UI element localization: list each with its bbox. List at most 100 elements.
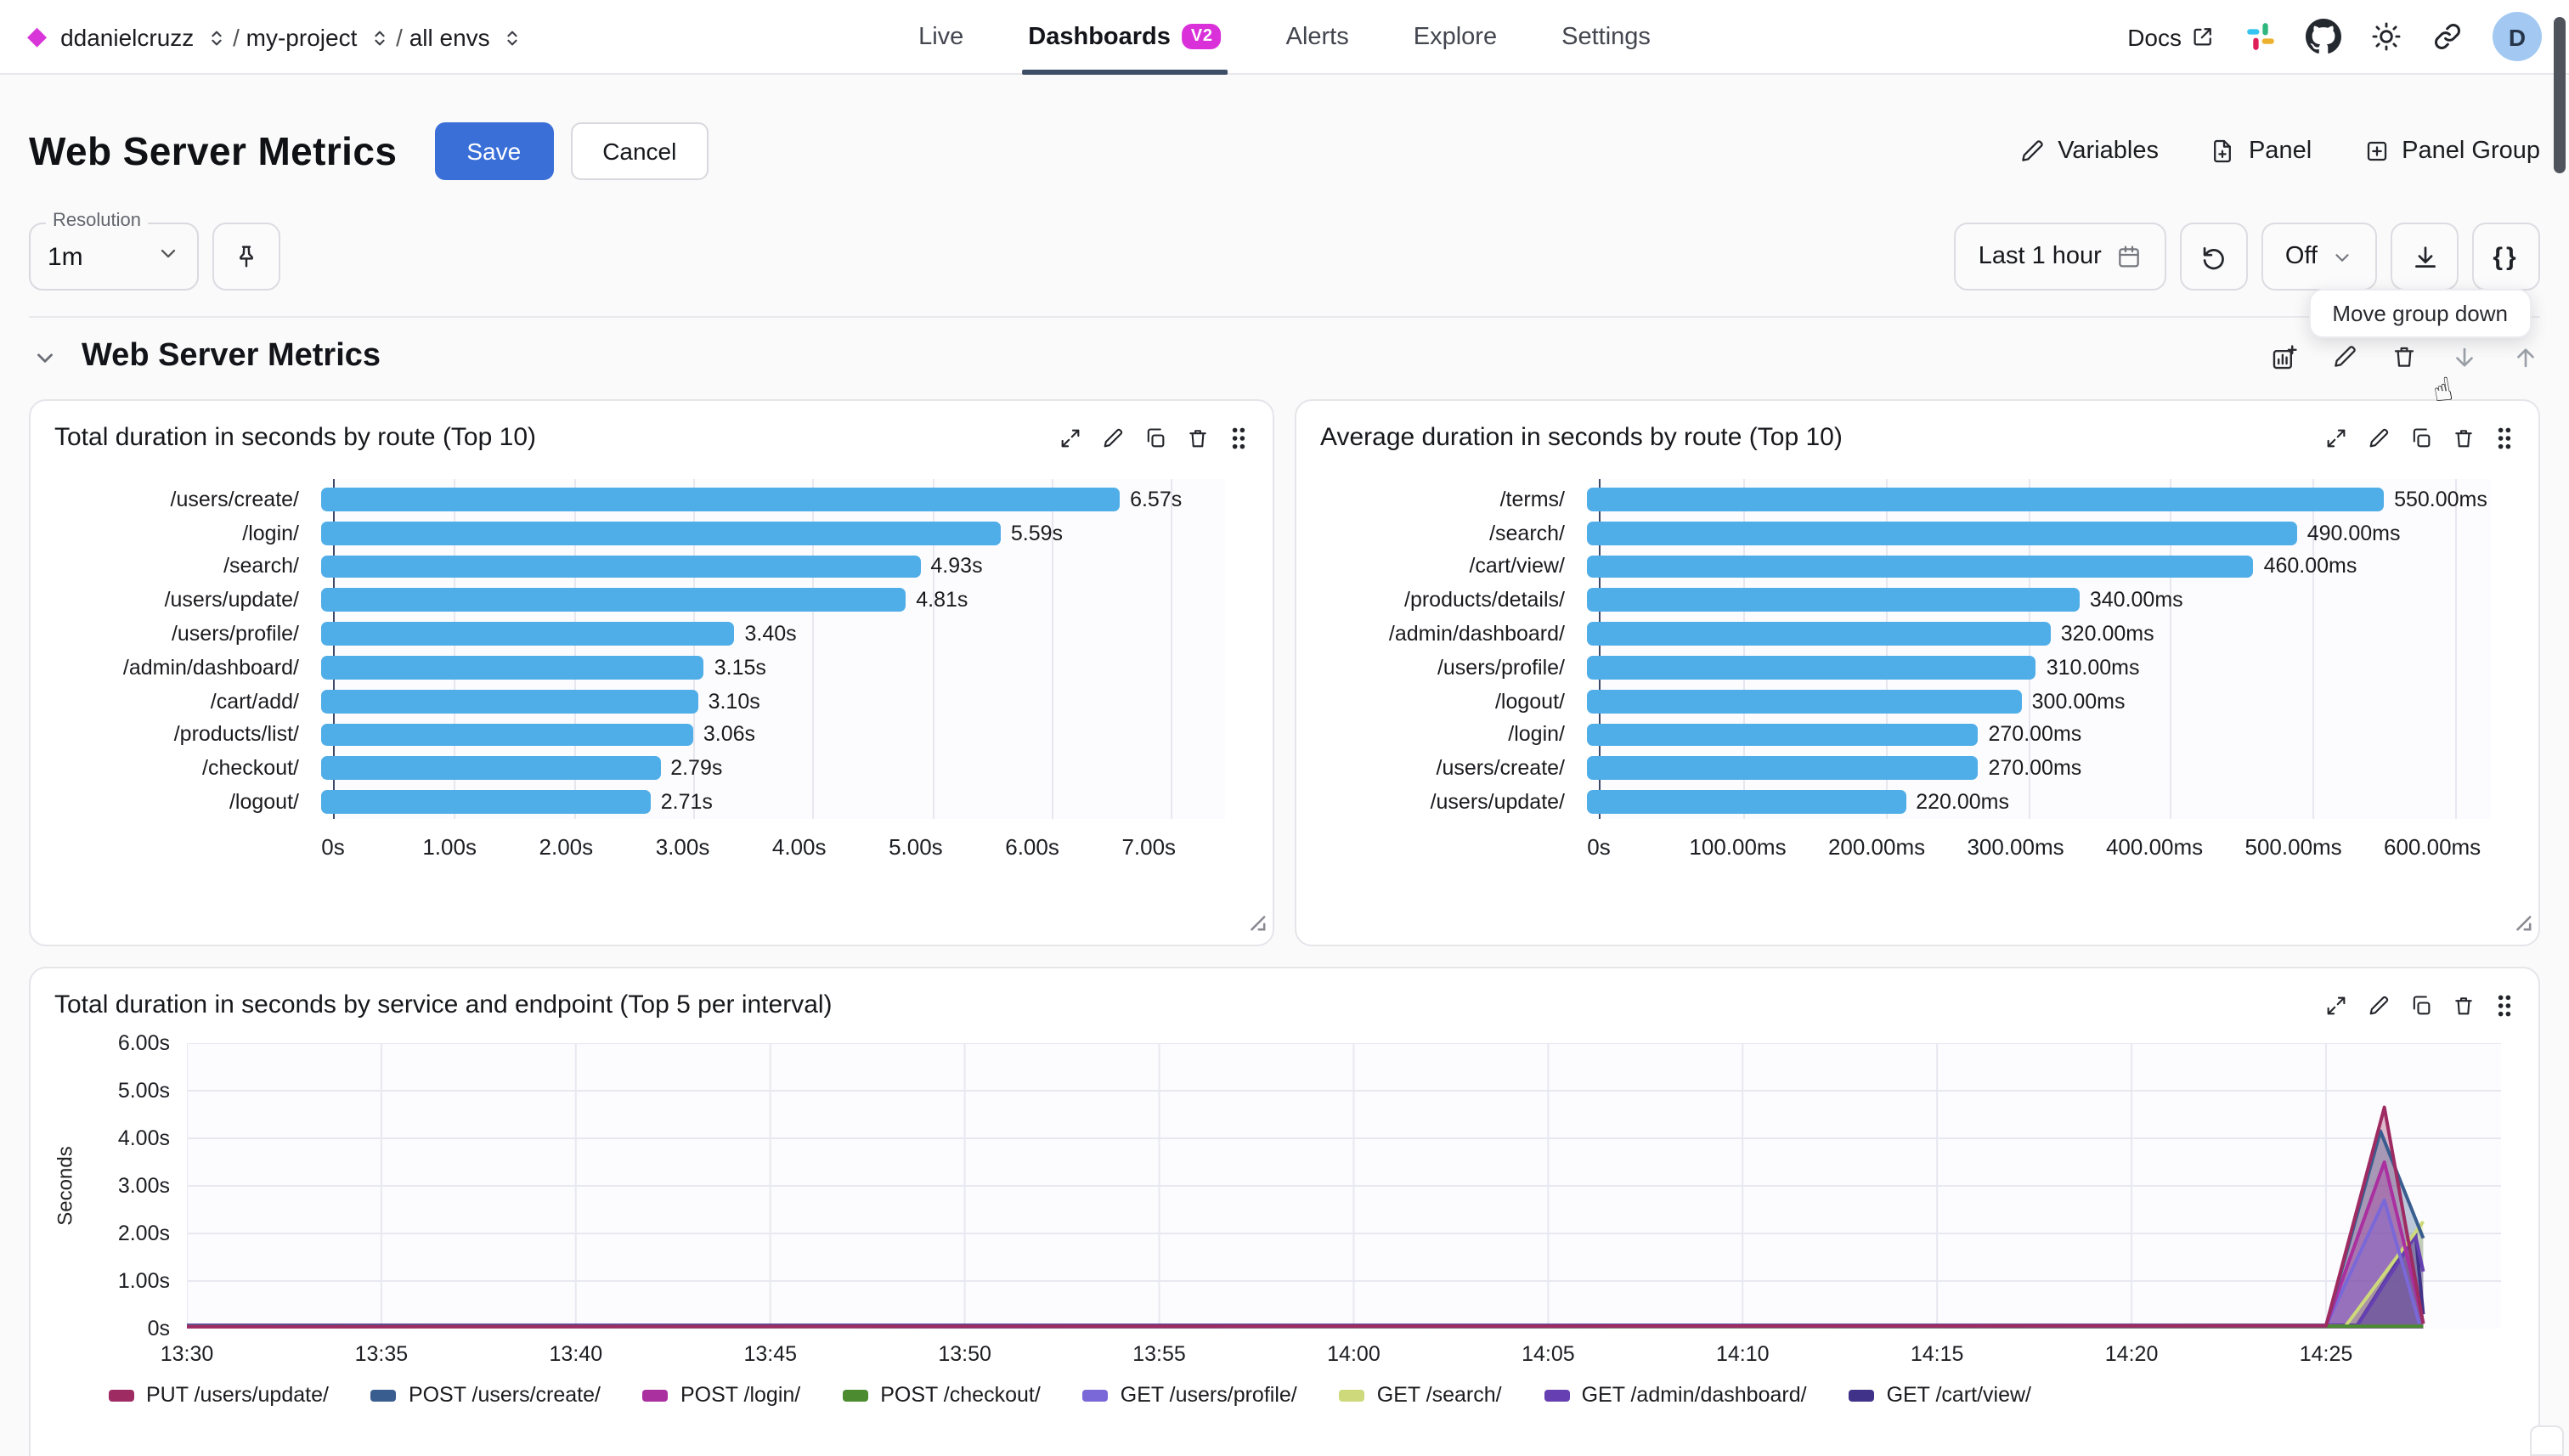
brand-diamond-icon[interactable]: ◆ bbox=[27, 22, 48, 51]
legend-item[interactable]: POST /checkout/ bbox=[843, 1383, 1041, 1407]
bar-value-label: 3.15s bbox=[714, 655, 766, 680]
legend-item[interactable]: GET /cart/view/ bbox=[1849, 1383, 2031, 1407]
breadcrumb-separator: / bbox=[389, 23, 409, 50]
bar bbox=[1587, 588, 2080, 612]
external-link-icon bbox=[2190, 24, 2216, 49]
pin-button[interactable] bbox=[212, 223, 280, 291]
cancel-button[interactable]: Cancel bbox=[570, 122, 709, 180]
x-tick-label: 400.00ms bbox=[2105, 833, 2204, 860]
add-panel-button[interactable]: Panel bbox=[2210, 138, 2312, 165]
x-tick-label: 14:20 bbox=[2104, 1342, 2159, 1366]
edit-panel-icon[interactable] bbox=[1101, 426, 1125, 449]
legend-swatch bbox=[1339, 1389, 1365, 1401]
x-tick-label: 13:35 bbox=[354, 1342, 409, 1366]
legend-item[interactable]: GET /search/ bbox=[1339, 1383, 1502, 1407]
y-tick-label: 6.00s bbox=[117, 1031, 170, 1055]
breadcrumb-item[interactable]: ddanielcruzz bbox=[60, 23, 226, 50]
bar-value-label: 550.00ms bbox=[2394, 487, 2487, 511]
docs-link[interactable]: Docs bbox=[2127, 23, 2216, 50]
move-group-down-icon[interactable] bbox=[2450, 342, 2479, 371]
bar bbox=[321, 588, 906, 612]
line-chart-area[interactable] bbox=[187, 1043, 2501, 1329]
delete-panel-icon[interactable] bbox=[2452, 993, 2476, 1017]
save-button[interactable]: Save bbox=[434, 122, 554, 180]
bar-category-label: /users/create/ bbox=[1436, 756, 1565, 781]
vertical-scrollbar[interactable] bbox=[2554, 17, 2566, 173]
bar bbox=[1587, 689, 2022, 714]
bar-chart-area[interactable]: /terms/550.00ms/search/490.00ms/cart/vie… bbox=[1296, 462, 2538, 870]
bar-chart-area[interactable]: /users/create/6.57s/login/5.59s/search/4… bbox=[31, 462, 1273, 870]
delete-group-icon[interactable] bbox=[2391, 343, 2418, 370]
tab-dashboards[interactable]: Dashboards V2 bbox=[1021, 0, 1228, 74]
theme-sun-icon[interactable] bbox=[2370, 20, 2402, 53]
bar-row: /search/4.93s bbox=[44, 550, 1249, 584]
add-chart-icon[interactable] bbox=[2270, 342, 2299, 371]
tab-live[interactable]: Live bbox=[918, 0, 963, 74]
breadcrumb-separator: / bbox=[226, 23, 246, 50]
y-tick-label: 0s bbox=[147, 1317, 170, 1340]
edit-panel-icon[interactable] bbox=[2367, 993, 2391, 1017]
move-group-up-icon[interactable] bbox=[2511, 342, 2540, 371]
add-panel-group-button[interactable]: Panel Group bbox=[2363, 138, 2540, 165]
expand-panel-icon[interactable] bbox=[2324, 993, 2348, 1017]
collapse-chevron-icon[interactable] bbox=[32, 344, 58, 370]
legend-label: POST /checkout/ bbox=[880, 1383, 1041, 1407]
bar-category-label: /cart/view/ bbox=[1469, 554, 1565, 578]
json-editor-button[interactable]: {} bbox=[2472, 223, 2540, 291]
slack-icon[interactable] bbox=[2244, 20, 2277, 53]
legend-swatch bbox=[843, 1389, 869, 1401]
drag-handle-icon[interactable] bbox=[2494, 426, 2515, 449]
breadcrumb-item[interactable]: my-project bbox=[246, 23, 390, 50]
duplicate-panel-icon[interactable] bbox=[2409, 426, 2433, 449]
download-button[interactable] bbox=[2391, 223, 2459, 291]
duplicate-panel-icon[interactable] bbox=[1143, 426, 1167, 449]
breadcrumb-item[interactable]: all envs bbox=[409, 23, 522, 50]
drag-handle-icon[interactable] bbox=[1228, 426, 1249, 449]
bar-value-label: 220.00ms bbox=[1916, 790, 2010, 815]
expand-panel-icon[interactable] bbox=[2324, 426, 2348, 449]
resolution-select[interactable]: Resolution 1m bbox=[29, 211, 199, 291]
github-icon[interactable] bbox=[2306, 19, 2341, 54]
legend-item[interactable]: GET /admin/dashboard/ bbox=[1544, 1383, 1807, 1407]
bar bbox=[1587, 488, 2385, 511]
resolution-value: 1m bbox=[48, 242, 83, 271]
delete-panel-icon[interactable] bbox=[1186, 426, 1210, 449]
x-tick-label: 4.00s bbox=[771, 833, 827, 860]
tab-alerts[interactable]: Alerts bbox=[1286, 0, 1349, 74]
legend-item[interactable]: POST /users/create/ bbox=[370, 1383, 601, 1407]
expand-panel-icon[interactable] bbox=[1059, 426, 1082, 449]
y-axis: 0s 1.00s 2.00s 3.00s 4.00s 5.00s 6.00s bbox=[85, 1031, 187, 1340]
legend-label: POST /users/create/ bbox=[408, 1383, 601, 1407]
bar-row: /users/create/270.00ms bbox=[1310, 752, 2515, 786]
panel-title: Average duration in seconds by route (To… bbox=[1320, 423, 1843, 452]
x-tick-label: 13:50 bbox=[938, 1342, 991, 1366]
legend-item[interactable]: GET /users/profile/ bbox=[1082, 1383, 1297, 1407]
legend-item[interactable]: PUT /users/update/ bbox=[109, 1383, 329, 1407]
share-link-icon[interactable] bbox=[2431, 20, 2464, 53]
panel-resize-handle[interactable] bbox=[2513, 909, 2532, 940]
panel-resize-handle[interactable] bbox=[1247, 909, 1266, 940]
refresh-button[interactable] bbox=[2179, 223, 2248, 291]
bar bbox=[321, 622, 735, 646]
tab-explore[interactable]: Explore bbox=[1414, 0, 1497, 74]
bar-row: /users/profile/3.40s bbox=[44, 617, 1249, 651]
drag-handle-icon[interactable] bbox=[2494, 993, 2515, 1017]
variables-button[interactable]: Variables bbox=[2019, 138, 2159, 165]
controls-row: Resolution 1m Last 1 hour Off bbox=[29, 211, 2540, 292]
bar-value-label: 5.59s bbox=[1010, 521, 1064, 545]
time-range-button[interactable]: Last 1 hour bbox=[1954, 223, 2166, 291]
auto-refresh-select[interactable]: Off bbox=[2261, 223, 2377, 291]
edit-panel-icon[interactable] bbox=[2367, 426, 2391, 449]
user-avatar[interactable]: D bbox=[2493, 12, 2542, 61]
y-tick-label: 1.00s bbox=[117, 1269, 170, 1293]
delete-panel-icon[interactable] bbox=[2452, 426, 2476, 449]
edit-group-icon[interactable] bbox=[2331, 343, 2358, 370]
tab-settings[interactable]: Settings bbox=[1561, 0, 1651, 74]
docs-label: Docs bbox=[2127, 23, 2182, 50]
y-tick-label: 5.00s bbox=[117, 1079, 170, 1103]
duplicate-panel-icon[interactable] bbox=[2409, 993, 2433, 1017]
bar-category-label: /logout/ bbox=[229, 790, 299, 815]
x-tick-label: 14:00 bbox=[1327, 1342, 1380, 1366]
panel-group-label: Panel Group bbox=[2402, 138, 2540, 165]
legend-item[interactable]: POST /login/ bbox=[642, 1383, 800, 1407]
